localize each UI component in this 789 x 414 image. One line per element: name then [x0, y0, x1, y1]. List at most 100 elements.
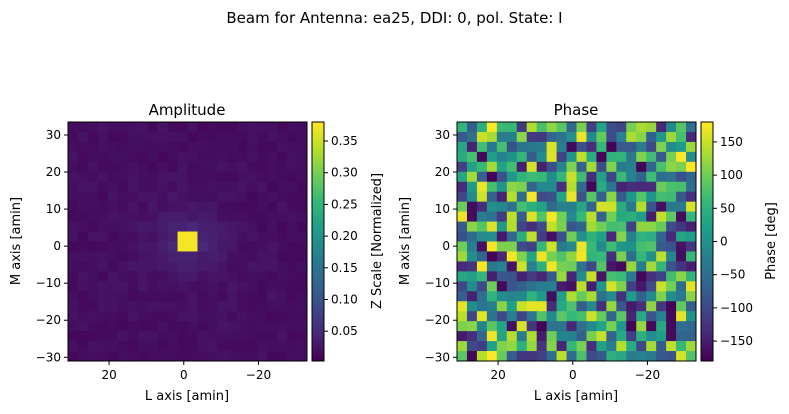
amplitude-heatmap-cell [68, 281, 79, 292]
phase-heatmap-cell [506, 341, 518, 352]
amplitude-heatmap-cell [297, 201, 308, 213]
amplitude-heatmap-cell [237, 151, 248, 163]
amplitude-colorbar-swatch [312, 185, 324, 189]
amplitude-colorbar-swatch [312, 285, 324, 288]
phase-heatmap-cell [486, 291, 498, 302]
amplitude-heatmap-cell [297, 321, 308, 332]
phase-heatmap-cell [626, 141, 637, 153]
amplitude-heatmap-cell [277, 231, 288, 242]
amplitude-heatmap-cell [97, 181, 109, 193]
amplitude-heatmap-cell [287, 131, 298, 143]
phase-colorbar-swatch [701, 273, 713, 276]
amplitude-heatmap-cell [197, 301, 208, 312]
phase-heatmap-cell [616, 211, 627, 222]
phase-heatmap-cell [476, 261, 488, 272]
phase-heatmap-cell [596, 251, 607, 262]
phase-heatmap-cell [566, 191, 577, 203]
phase-colorbar-swatch [701, 267, 713, 270]
phase-heatmap-cell [486, 351, 498, 362]
amplitude-heatmap-cell [237, 321, 248, 332]
amplitude-heatmap-cell [187, 181, 198, 193]
amplitude-colorbar-swatch [312, 135, 324, 139]
amplitude-heatmap-cell [68, 241, 79, 252]
phase-heatmap-cell [626, 171, 637, 183]
phase-heatmap-cell [457, 191, 468, 203]
phase-heatmap-cell [556, 181, 567, 193]
amplitude-colorbar-swatch [312, 191, 324, 195]
phase-colorbar-swatch [701, 257, 713, 260]
amplitude-heatmap-cell [187, 291, 198, 302]
amplitude-heatmap-cell [147, 351, 159, 362]
phase-heatmap-cell [666, 251, 677, 262]
amplitude-heatmap-cell [277, 261, 288, 272]
amplitude-heatmap-cell [247, 321, 258, 332]
amplitude-colorbar-swatch [312, 217, 324, 221]
phase-heatmap-cell [656, 221, 667, 232]
amplitude-colorbar-swatch [312, 141, 324, 145]
phase-colorbar-swatch [701, 137, 713, 141]
amplitude-colorbar-swatch [312, 137, 324, 141]
amplitude-heatmap-cell [207, 341, 218, 352]
amplitude-heatmap-cell [137, 151, 149, 163]
phase-heatmap-cell [486, 261, 498, 272]
amplitude-heatmap-cell [147, 291, 159, 302]
phase-heatmap-cell [506, 161, 518, 173]
amplitude-heatmap-cell [97, 331, 109, 342]
phase-heatmap-cell [676, 211, 687, 222]
phase-heatmap-cell [686, 131, 697, 143]
phase-heatmap-cell [586, 122, 597, 133]
amplitude-heatmap-cell [147, 201, 159, 213]
amplitude-heatmap-cell [117, 311, 129, 322]
phase-heatmap-cell [676, 251, 687, 262]
amplitude-colorbar-swatch [312, 143, 324, 147]
amplitude-heatmap-cell [177, 141, 188, 153]
amplitude-heatmap-cell [147, 181, 159, 193]
phase-heatmap-cell [486, 331, 498, 342]
amplitude-heatmap-cell [107, 331, 119, 342]
phase-colorbar-swatch [701, 283, 713, 286]
amplitude-heatmap-cell [257, 171, 268, 183]
amplitude-heatmap-cell [117, 341, 129, 352]
amplitude-colorbar-swatch [312, 151, 324, 155]
amplitude-heatmap-cell [177, 131, 188, 143]
phase-heatmap-cell [636, 291, 647, 302]
phase-colorbar-swatch [701, 341, 713, 344]
amplitude-heatmap-cell [107, 281, 119, 292]
phase-heatmap-cell [556, 321, 567, 332]
phase-colorbar-swatch [701, 217, 713, 221]
amplitude-heatmap-cell [287, 341, 298, 352]
amplitude-heatmap-cell [177, 151, 188, 163]
phase-heatmap-cell [486, 131, 498, 143]
phase-heatmap-cell [536, 171, 548, 183]
amplitude-heatmap-cell [257, 291, 268, 302]
phase-heatmap-cell [476, 122, 488, 133]
phase-heatmap-cell [636, 251, 647, 262]
amplitude-heatmap-cell [187, 251, 198, 262]
phase-heatmap-cell [566, 151, 577, 163]
phase-colorbar-label: Phase [deg] [764, 202, 779, 280]
amplitude-heatmap-cell [207, 241, 218, 252]
amplitude-heatmap-cell [177, 291, 188, 302]
amplitude-heatmap-cell [157, 122, 168, 133]
phase-heatmap-cell [656, 241, 667, 252]
phase-colorbar-swatch [701, 221, 713, 225]
amplitude-heatmap-cell [217, 291, 228, 302]
amplitude-colorbar-swatch [312, 161, 324, 165]
phase-y-tick-label: −30 [425, 350, 450, 364]
phase-y-ticks: 30 20 10 0 −10 −20 −30 [425, 128, 457, 364]
phase-heatmap-cell [676, 181, 687, 193]
amplitude-colorbar-swatch [312, 237, 324, 241]
phase-heatmap-cell [666, 191, 677, 203]
amplitude-heatmap-cell [77, 341, 89, 352]
amplitude-heatmap-cell [247, 351, 258, 362]
phase-heatmap-cell [526, 301, 538, 312]
phase-colorbar-swatch [701, 141, 713, 145]
phase-heatmap-cell [546, 281, 557, 292]
phase-heatmap-cell [626, 151, 637, 163]
amplitude-heatmap-cell [217, 181, 228, 193]
phase-heatmap-cell [576, 291, 587, 302]
amplitude-colorbar-swatch [312, 273, 324, 276]
amplitude-colorbar-swatch [312, 341, 324, 344]
amplitude-colorbar-swatch [312, 293, 324, 296]
phase-heatmap-cell [606, 271, 617, 282]
